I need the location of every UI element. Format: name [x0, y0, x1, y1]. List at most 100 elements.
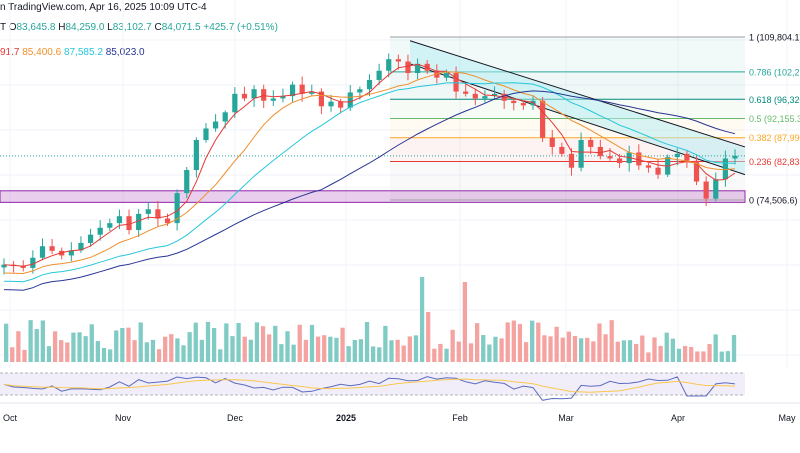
- volume-bar-19: [120, 328, 125, 362]
- volume-bar-80: [493, 336, 498, 362]
- candle-body-70: [674, 153, 680, 158]
- change-value: +425.7 (+0.51%): [203, 22, 278, 33]
- volume-bar-82: [505, 322, 510, 362]
- volume-bar-44: [273, 325, 278, 362]
- candle-body-56: [540, 100, 546, 138]
- volume-bar-75: [462, 282, 468, 362]
- volume-bar-32: [199, 339, 205, 362]
- candle-body-66: [636, 152, 642, 166]
- candle-body-8: [78, 242, 84, 251]
- volume-bar-106: [652, 337, 657, 362]
- candle-body-37: [357, 89, 363, 93]
- volume-bar-38: [236, 323, 241, 362]
- volume-bar-86: [530, 320, 535, 362]
- volume-bar-48: [297, 324, 302, 362]
- volume-bar-119: [731, 335, 737, 362]
- candle-body-7: [68, 250, 74, 256]
- rsi-band-fill: [0, 373, 745, 395]
- volume-bar-101: [621, 340, 627, 362]
- volume-bar-107: [658, 345, 663, 362]
- candle-body-20: [193, 139, 199, 171]
- volume-bar-59: [364, 322, 370, 362]
- volume-bar-40: [248, 339, 253, 362]
- volume-bar-57: [352, 340, 357, 362]
- close-label: C: [154, 22, 162, 33]
- volume-bar-99: [609, 320, 614, 362]
- volume-bar-34: [211, 327, 217, 362]
- volume-bar-46: [285, 331, 290, 362]
- volume-bar-67: [413, 335, 419, 362]
- volume-bar-4: [28, 320, 33, 362]
- volume-bar-63: [389, 340, 394, 362]
- volume-bar-112: [689, 347, 694, 362]
- volume-bar-60: [371, 346, 376, 362]
- candle-body-59: [568, 153, 575, 168]
- volume-bar-84: [517, 324, 523, 362]
- candle-body-73: [703, 181, 709, 199]
- volume-bar-24: [150, 339, 156, 362]
- volume-bar-88: [542, 335, 547, 362]
- candle-body-22: [213, 121, 219, 129]
- x-tick-label-7: May: [778, 413, 796, 423]
- volume-bar-118: [725, 351, 731, 362]
- candle-body-32: [309, 91, 315, 94]
- candle-body-41: [395, 59, 401, 62]
- volume-bar-28: [175, 338, 180, 362]
- x-tick-label-2: Dec: [227, 413, 244, 423]
- volume-bar-33: [205, 321, 211, 362]
- candle-body-68: [655, 167, 661, 175]
- candle-body-48: [463, 91, 469, 94]
- candle-body-26: [251, 89, 257, 99]
- volume-bar-20: [126, 327, 131, 362]
- volume-bar-55: [340, 327, 345, 362]
- volume-bar-90: [554, 326, 559, 362]
- fib-label-1: 0.786 (102,25: [749, 67, 800, 77]
- candle-body-63: [607, 156, 613, 159]
- volume-bar-7: [46, 346, 52, 362]
- volume-bar-42: [260, 326, 266, 362]
- volume-bar-78: [481, 335, 486, 362]
- candle-body-39: [376, 70, 382, 80]
- open-label: O: [8, 22, 17, 33]
- candle-body-24: [232, 93, 238, 113]
- volume-bar-18: [114, 330, 119, 362]
- fib-label-0: 1 (109,804.1): [749, 33, 800, 43]
- candle-body-0: [1, 264, 7, 268]
- volume-bar-39: [242, 336, 247, 362]
- open-value: 83,645.8: [16, 22, 56, 33]
- volume-bar-83: [511, 320, 516, 362]
- volume-bar-41: [254, 322, 260, 362]
- volume-bar-14: [89, 324, 94, 362]
- volume-bar-115: [707, 344, 712, 362]
- candle-body-2: [20, 266, 26, 268]
- candle-body-76: [732, 155, 738, 159]
- volume-bar-25: [156, 349, 162, 362]
- low-value: 83,102.7: [112, 22, 152, 33]
- volume-bar-16: [101, 347, 107, 362]
- candle-body-38: [366, 79, 373, 90]
- fib-label-4: 0.382 (87,990: [749, 133, 800, 143]
- volume-bar-89: [548, 336, 553, 362]
- volume-bar-77: [474, 323, 480, 362]
- candle-body-71: [684, 153, 690, 161]
- volume-bar-50: [309, 324, 315, 362]
- candle-body-43: [414, 63, 421, 74]
- candle-body-30: [289, 84, 296, 97]
- volume-bar-23: [144, 342, 149, 362]
- candle-body-12: [116, 216, 123, 224]
- volume-bar-64: [395, 339, 400, 362]
- channel-upper-line: [409, 40, 746, 148]
- volume-bar-111: [682, 345, 688, 362]
- volume-bar-105: [646, 352, 651, 362]
- source-text: n TradingView.com, Apr 16, 2025 10:09 UT…: [0, 2, 207, 13]
- x-tick-label-0: Oct: [3, 413, 18, 423]
- candle-body-31: [299, 84, 305, 94]
- volume-bar-61: [377, 347, 382, 362]
- volume-bar-116: [713, 334, 718, 362]
- volume-bar-10: [65, 342, 70, 362]
- volume-bar-53: [328, 336, 333, 362]
- ma-line-3: [3, 82, 736, 283]
- candle-body-29: [280, 96, 286, 99]
- volume-bar-103: [634, 343, 639, 362]
